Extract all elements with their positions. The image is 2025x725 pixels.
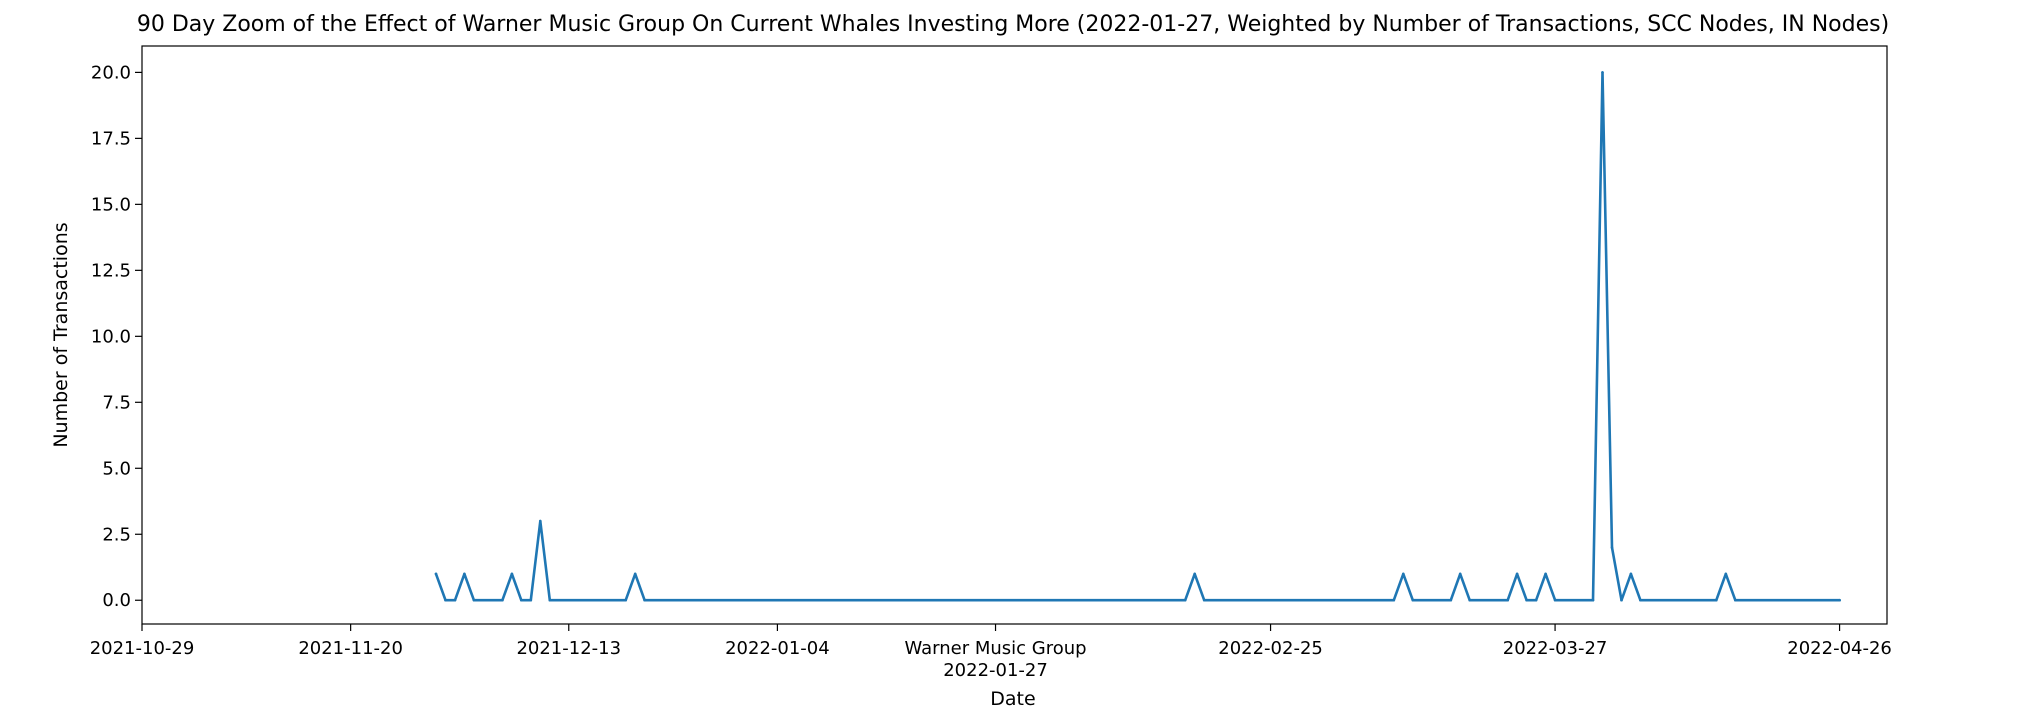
data-point: [1411, 598, 1415, 602]
data-point: [1449, 598, 1453, 602]
data-point: [1402, 572, 1405, 576]
data-point: [539, 519, 542, 523]
x-tick-sublabel: 2022-01-27: [943, 660, 1048, 681]
data-point: [1838, 598, 1841, 602]
data-point: [1468, 598, 1471, 602]
data-point: [472, 598, 476, 602]
data-point: [1183, 598, 1187, 602]
data-point: [633, 572, 637, 576]
data-point: [1544, 572, 1547, 576]
y-tick-label: 17.5: [91, 128, 131, 149]
chart-title: 90 Day Zoom of the Effect of Warner Musi…: [137, 12, 1889, 37]
x-tick-label: 2021-12-13: [516, 638, 621, 659]
data-point: [1553, 598, 1557, 602]
data-point: [463, 572, 466, 576]
plot-frame: [141, 45, 1888, 625]
data-point: [1610, 546, 1614, 549]
x-tick-label: 2022-01-04: [725, 638, 830, 659]
x-axis: 2021-10-29 2021-11-20 2021-12-13 2022-01-04…: [90, 624, 1892, 681]
y-tick-label: 20.0: [91, 62, 131, 83]
data-point: [1639, 598, 1642, 602]
x-tick-label: 2022-02-25: [1218, 638, 1323, 659]
data-point: [520, 598, 523, 602]
data-point: [1202, 598, 1206, 602]
data-point: [1525, 598, 1528, 602]
data-point: [453, 598, 457, 602]
y-tick-label: 2.5: [102, 524, 131, 545]
data-point: [1392, 598, 1396, 602]
data-point: [1601, 71, 1604, 74]
data-point: [1193, 572, 1196, 576]
data-point: [1515, 572, 1519, 576]
data-point: [1534, 598, 1538, 602]
data-point: [444, 598, 447, 602]
y-tick-label: 5.0: [102, 458, 131, 479]
data-points: [434, 71, 1841, 602]
data-point: [1620, 598, 1623, 602]
data-point: [1506, 598, 1509, 602]
data-point: [548, 598, 552, 602]
x-axis-label: Date: [990, 688, 1035, 710]
x-tick-label: 2021-11-20: [298, 638, 403, 659]
data-point: [1715, 598, 1718, 602]
data-point: [624, 598, 627, 602]
y-axis: 0.0 2.5 5.0 7.5 10.0 12.5 15.0 17.5 20.0: [91, 62, 142, 611]
y-tick-label: 0.0: [102, 590, 131, 611]
data-point: [510, 572, 514, 576]
y-tick-label: 10.0: [91, 326, 131, 347]
y-tick-label: 15.0: [91, 194, 131, 215]
data-point: [1734, 598, 1737, 602]
y-axis-label: Number of Transactions: [50, 222, 72, 447]
data-point: [434, 572, 438, 576]
data-point: [643, 598, 646, 602]
data-point: [529, 598, 533, 602]
data-point: [1591, 598, 1595, 602]
data-point: [501, 598, 504, 602]
y-tick-label: 12.5: [91, 260, 131, 281]
data-point: [1724, 572, 1728, 576]
data-point: [1629, 572, 1633, 576]
plot-area: [142, 46, 1887, 624]
data-point: [1458, 572, 1462, 576]
x-tick-label: 2021-10-29: [90, 638, 195, 659]
x-tick-label: 2022-03-27: [1503, 638, 1608, 659]
y-tick-label: 7.5: [102, 392, 131, 413]
x-tick-label: 2022-04-26: [1787, 638, 1892, 659]
x-tick-label: Warner Music Group: [904, 638, 1086, 659]
